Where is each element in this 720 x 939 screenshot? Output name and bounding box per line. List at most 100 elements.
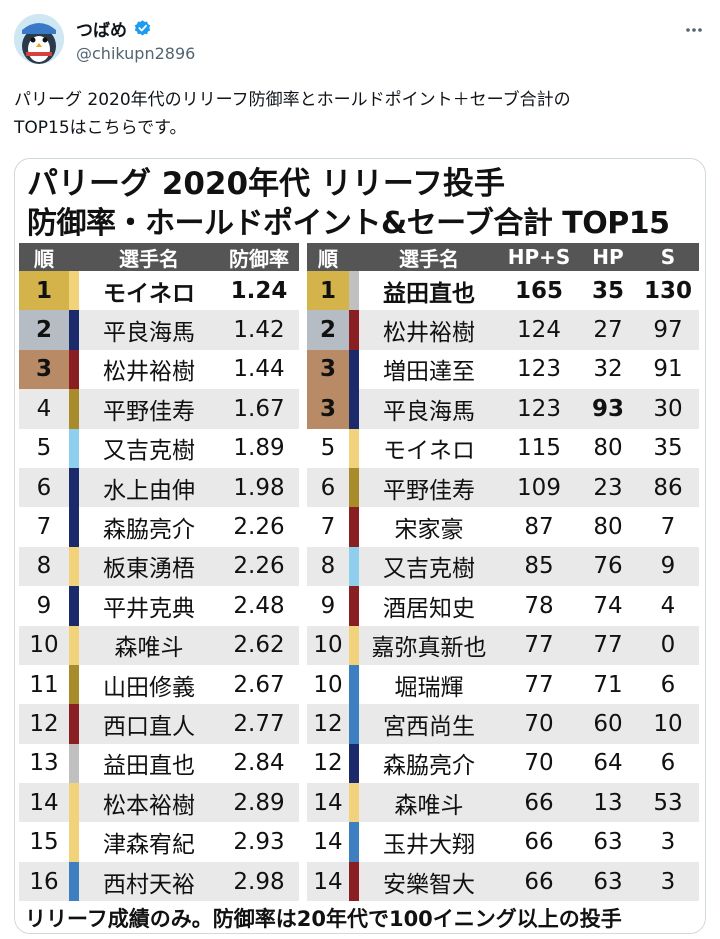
- hps-value: 77: [524, 671, 554, 698]
- rank-cell: 10: [313, 671, 343, 698]
- hps-table-header: 順 選手名 HP+S HP S: [307, 243, 699, 271]
- hps-table-body: 1 益田直也 165 35 130 2 松井裕樹 124 27 97 3 増田達至 123 32 91 3 平良…: [307, 271, 699, 902]
- user-handle[interactable]: @chikupn2896: [76, 44, 196, 63]
- image-title-line-2: 防御率・ホールドポイント&セーブ合計 TOP15: [27, 206, 670, 241]
- table-row: 13 益田直也 2.84: [19, 743, 299, 784]
- table-row: 7 森脇亮介 2.26: [19, 507, 299, 547]
- display-name[interactable]: つばめ: [76, 20, 127, 41]
- team-color-strip: [349, 271, 359, 311]
- hp-value: 23: [593, 474, 623, 501]
- team-color-strip: [69, 271, 79, 311]
- display-name-row[interactable]: つばめ: [76, 16, 195, 41]
- table-row: 5 モイネロ 115 80 35: [307, 428, 699, 468]
- table-row: 11 山田修義 2.67: [19, 664, 299, 705]
- player-name: 森唯斗: [394, 792, 464, 819]
- team-color-strip: [69, 586, 79, 626]
- s-value: 7: [660, 514, 676, 541]
- player-name: 益田直也: [103, 753, 195, 780]
- player-name: 平良海馬: [383, 398, 475, 425]
- verified-badge-icon: [134, 19, 151, 36]
- table-row: 3 増田達至 123 32 91: [307, 349, 699, 390]
- team-color-strip: [69, 349, 79, 390]
- hp-value: 32: [593, 356, 623, 383]
- era-value: 2.26: [233, 514, 285, 541]
- avatar[interactable]: [14, 14, 64, 64]
- header-era: 防御率: [229, 246, 289, 271]
- rank-cell: 12: [29, 710, 59, 737]
- hps-value: 123: [517, 395, 561, 422]
- rank-cell: 5: [36, 435, 52, 462]
- header-hp: HP: [592, 245, 624, 269]
- team-color-strip: [349, 704, 359, 744]
- rank-cell: 5: [320, 435, 336, 462]
- hp-value: 35: [591, 277, 624, 304]
- hps-value: 85: [524, 553, 554, 580]
- player-name: 西口直人: [103, 713, 195, 740]
- hp-value: 80: [593, 514, 623, 541]
- rank-cell: 7: [320, 514, 336, 541]
- hps-value: 123: [517, 356, 561, 383]
- tweet-header: つばめ @chikupn2896: [14, 12, 706, 72]
- team-color-strip: [349, 349, 359, 390]
- era-ranking-table: 順 選手名 防御率 1 モイネロ 1.24 2 平良海馬 1.42 3 松井裕樹 1.44 4 平野…: [19, 243, 299, 902]
- rank-cell: 3: [307, 349, 349, 390]
- era-value: 2.77: [233, 710, 285, 737]
- table-row: 10 嘉弥真新也 77 77 0: [307, 625, 699, 665]
- rank-cell: 8: [36, 553, 52, 580]
- hps-value: 78: [524, 592, 554, 619]
- hps-value: 66: [524, 829, 554, 856]
- s-value: 6: [660, 671, 676, 698]
- rank-cell: 2: [19, 310, 69, 350]
- team-color-strip: [69, 507, 79, 547]
- team-color-strip: [349, 467, 359, 508]
- player-name: 玉井大翔: [383, 832, 475, 859]
- tweet-image[interactable]: パリーグ 2020年代 リリーフ投手 防御率・ホールドポイント&セーブ合計 TO…: [14, 158, 706, 934]
- rank-cell: 1: [307, 271, 349, 311]
- s-value: 130: [643, 277, 692, 304]
- rank-cell: 3: [307, 389, 349, 429]
- era-value: 2.89: [233, 789, 285, 816]
- team-color-strip: [349, 743, 359, 784]
- s-value: 53: [653, 789, 683, 816]
- player-name: 又吉克樹: [103, 438, 195, 465]
- hp-value: 63: [593, 829, 623, 856]
- team-color-strip: [69, 743, 79, 784]
- player-name: 益田直也: [383, 280, 475, 307]
- table-row: 2 松井裕樹 124 27 97: [307, 310, 699, 350]
- team-color-strip: [349, 546, 359, 587]
- rank-cell: 6: [36, 474, 52, 501]
- header-s: S: [660, 245, 676, 269]
- player-name: 板東湧梧: [103, 556, 195, 583]
- table-row: 16 西村天裕 2.98: [19, 861, 299, 902]
- hp-value: 74: [593, 592, 623, 619]
- team-color-strip: [69, 389, 79, 429]
- player-name: 嘉弥真新也: [371, 635, 487, 662]
- player-name: 平野佳寿: [383, 477, 475, 504]
- hps-value: 115: [517, 435, 561, 462]
- table-row: 8 又吉克樹 85 76 9: [307, 546, 699, 587]
- team-color-strip: [69, 704, 79, 744]
- player-name: 酒居知史: [383, 595, 475, 622]
- player-name: 森脇亮介: [103, 517, 195, 544]
- table-row: 10 森唯斗 2.62: [19, 625, 299, 665]
- era-table-body: 1 モイネロ 1.24 2 平良海馬 1.42 3 松井裕樹 1.44 4 平野佳寿 1.67 5 又吉克…: [19, 271, 299, 902]
- player-name: 平野佳寿: [103, 398, 195, 425]
- hp-value: 77: [593, 632, 623, 659]
- era-value: 1.89: [233, 435, 285, 462]
- era-value: 2.67: [233, 671, 285, 698]
- rank-cell: 9: [320, 592, 336, 619]
- table-row: 12 森脇亮介 70 64 6: [307, 743, 699, 784]
- header-name: 選手名: [399, 246, 459, 271]
- hp-value: 93: [591, 395, 624, 422]
- tweet-text: パリーグ 2020年代のリリーフ防御率とホールドポイント＋セーブ合計の TOP1…: [14, 86, 706, 142]
- image-title: パリーグ 2020年代 リリーフ投手 防御率・ホールドポイント&セーブ合計 TO…: [27, 165, 697, 245]
- more-options-icon[interactable]: [684, 20, 704, 40]
- rank-cell: 16: [29, 868, 59, 895]
- team-color-strip: [349, 310, 359, 350]
- team-color-strip: [349, 507, 359, 547]
- tweet-text-line-2: TOP15はこちらです。: [14, 118, 187, 138]
- player-name: 安樂智大: [383, 871, 475, 898]
- rank-cell: 3: [19, 349, 69, 390]
- player-name: 宋家豪: [394, 517, 464, 544]
- player-name: 森脇亮介: [383, 753, 475, 780]
